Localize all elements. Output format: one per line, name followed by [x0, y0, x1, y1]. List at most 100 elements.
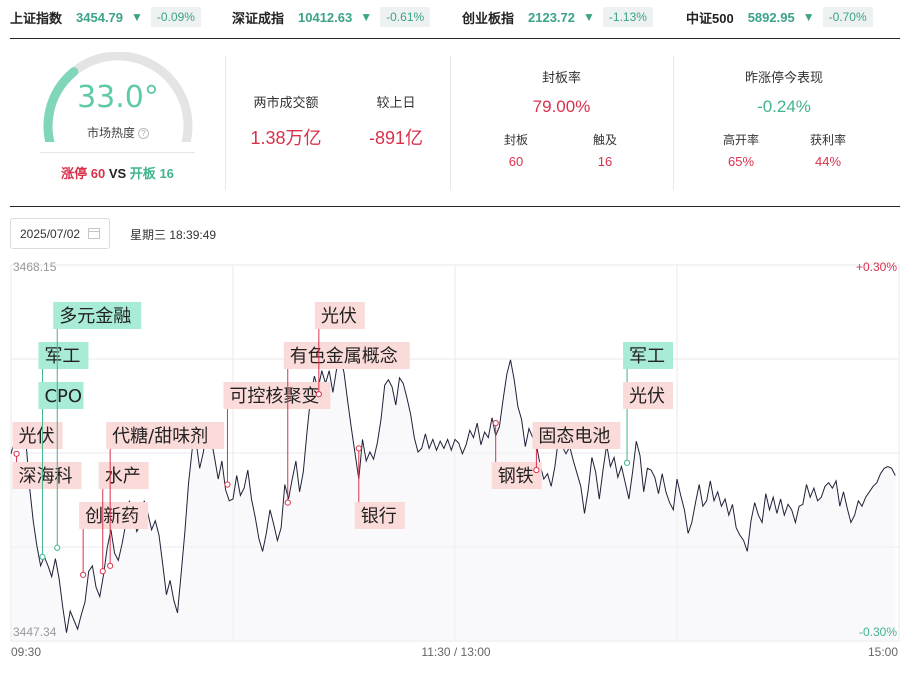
- ticker-price: 10412.63: [298, 9, 353, 25]
- annotation-label: 可控核聚变: [229, 386, 319, 407]
- ticker-change: -0.61%: [380, 7, 431, 27]
- calendar-icon[interactable]: [88, 228, 100, 239]
- vs-label: VS: [108, 166, 127, 181]
- annotation-dot: [80, 571, 87, 578]
- annotation-tag: [12, 462, 82, 489]
- annotation-dot: [13, 450, 20, 457]
- help-icon[interactable]: ?: [138, 128, 149, 140]
- annotation-dot: [533, 466, 540, 474]
- pct-top-label: +0.30%: [856, 260, 897, 274]
- annotation-label: CPO: [44, 386, 82, 407]
- annotation-label: 钢铁: [498, 466, 534, 487]
- down-arrow-icon: ▼: [360, 10, 373, 24]
- stat-divider: [673, 56, 674, 190]
- heat-value: 33.0°: [77, 80, 159, 115]
- x-tick-label: 15:00: [868, 645, 898, 659]
- annotation-label: 光伏: [19, 426, 55, 447]
- ticker-price: 5892.95: [747, 9, 795, 25]
- stat-divider: [225, 56, 226, 190]
- annotation-tag: [491, 462, 542, 489]
- annotation-dot: [315, 391, 322, 398]
- turnover-value: 1.38万亿: [250, 128, 322, 148]
- annotation-dot: [492, 419, 499, 427]
- date-value: 2025/07/02: [20, 227, 81, 241]
- turnover-prev-label: 较上日: [376, 95, 416, 110]
- annotation-label: 固态电池: [538, 426, 610, 447]
- down-arrow-icon: ▼: [802, 10, 815, 24]
- gauge-arc: [43, 52, 193, 142]
- intraday-index-chart: 深海科光伏军工CPO多元金融创新药水产代糖/甜味剂可控核聚变有色金属概念光伏银行…: [10, 260, 900, 659]
- turnover-prev-value: -891亿: [368, 128, 424, 148]
- y-top-label: 3468.15: [13, 260, 57, 274]
- index-ticker-bar: 上证指数 3454.79 ▼ -0.09% 深证成指 10412.63 ▼ -0…: [0, 0, 911, 34]
- profit-value: 44%: [814, 154, 842, 169]
- profit-label: 获利率: [809, 133, 846, 147]
- annotation-label: 光伏: [629, 386, 665, 407]
- touched-count: 16: [597, 154, 613, 169]
- annotation-tag: [106, 422, 225, 449]
- ticker-csi500[interactable]: 中证500 5892.95 ▼ -0.70%: [686, 6, 873, 28]
- annotation-dot: [355, 445, 362, 452]
- annotation-dot: [107, 562, 114, 569]
- weekday-time: 星期三 18:39:49: [130, 228, 217, 242]
- annotation-dot: [623, 459, 631, 466]
- ticker-name: 深证成指: [232, 10, 285, 26]
- ticker-price: 2123.72: [528, 9, 576, 25]
- yesterday-value: -0.24%: [757, 97, 811, 116]
- ticker-change: -1.13%: [602, 7, 653, 27]
- limit-up-label: 涨停: [61, 166, 88, 181]
- annotation-dot: [224, 481, 231, 488]
- yesterday-title: 昨涨停今表现: [744, 70, 823, 85]
- annotation-tag: [623, 382, 674, 409]
- ticker-name: 创业板指: [462, 10, 515, 26]
- gauge-divider: [40, 152, 195, 153]
- stat-divider: [450, 56, 451, 190]
- annotation-tag: [623, 342, 674, 369]
- sealed-count: 60: [508, 154, 524, 169]
- annotation-label: 军工: [629, 346, 665, 367]
- down-arrow-icon: ▼: [583, 10, 595, 24]
- down-arrow-icon: ▼: [131, 10, 143, 24]
- annotation-label: 多元金融: [59, 306, 131, 327]
- annotation-tag: [38, 342, 89, 369]
- price-line: [10, 356, 896, 633]
- middle-divider: [10, 206, 900, 207]
- date-picker[interactable]: 2025/07/02: [10, 218, 110, 249]
- annotation-label: 银行: [361, 506, 397, 527]
- x-tick-label: 09:30: [11, 645, 41, 659]
- turnover-label: 两市成交额: [253, 95, 319, 110]
- annotation-dot: [284, 499, 291, 506]
- y-bottom-label: 3447.34: [13, 625, 57, 639]
- annotation-tag: [283, 342, 410, 369]
- limit-up-count: 60: [90, 166, 106, 181]
- ticker-sh-composite[interactable]: 上证指数 3454.79 ▼ -0.09%: [10, 6, 201, 28]
- ticker-change: -0.09%: [150, 7, 201, 27]
- annotation-tag: [314, 302, 365, 329]
- open-count: 16: [159, 166, 174, 181]
- touched-label: 触及: [592, 133, 617, 147]
- annotation-tag: [38, 382, 84, 409]
- annotation-dot: [99, 568, 106, 575]
- seal-rate-value: 79.00%: [532, 97, 591, 116]
- high-open-value: 65%: [727, 154, 755, 169]
- annotation-dot: [54, 544, 61, 551]
- annotation-tag: [223, 382, 331, 409]
- annotation-tag: [98, 462, 149, 489]
- pct-bottom-label: -0.30%: [859, 625, 897, 639]
- ticker-sz-component[interactable]: 深证成指 10412.63 ▼ -0.61%: [232, 6, 431, 28]
- ticker-price: 3454.79: [76, 9, 124, 25]
- annotation-tag: [354, 502, 405, 529]
- annotation-tag: [12, 422, 63, 449]
- top-divider: [10, 38, 900, 39]
- annotation-label: 创新药: [85, 506, 139, 527]
- ticker-chinext[interactable]: 创业板指 2123.72 ▼ -1.13%: [462, 6, 653, 28]
- annotation-label: 军工: [44, 346, 80, 367]
- x-tick-label: 11:30 / 13:00: [421, 645, 490, 659]
- seal-rate-title: 封板率: [541, 70, 581, 85]
- high-open-label: 高开率: [722, 133, 759, 147]
- sealed-label: 封板: [503, 133, 528, 147]
- open-label: 开板: [129, 166, 156, 181]
- annotation-label: 光伏: [321, 306, 357, 327]
- ticker-change: -0.70%: [822, 7, 873, 27]
- annotation-tag: [53, 302, 142, 329]
